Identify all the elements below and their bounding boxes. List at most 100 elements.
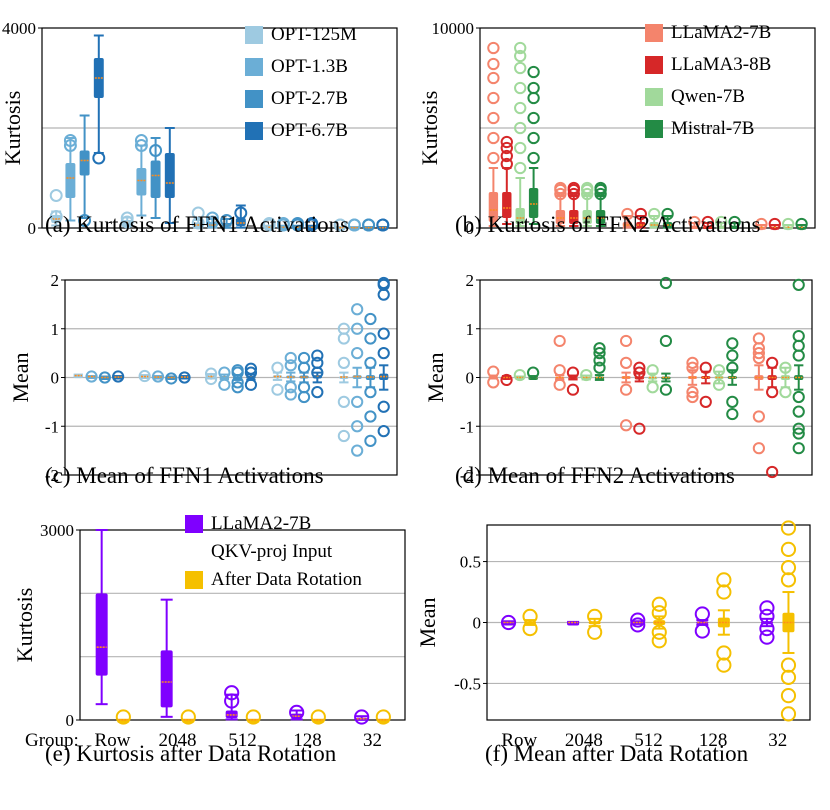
- outlier-point: [651, 624, 667, 640]
- outlier-point: [500, 614, 517, 631]
- outlier-point: [633, 366, 646, 379]
- outlier-point: [364, 356, 377, 369]
- outlier-point: [49, 189, 63, 202]
- outlier-point: [284, 359, 297, 372]
- box-llama3-8b-128: [699, 361, 712, 408]
- box-body: [150, 160, 161, 198]
- outlier-point: [362, 218, 376, 232]
- outlier-point: [780, 572, 797, 588]
- outlier-point: [138, 369, 151, 383]
- outlier-point: [271, 383, 284, 396]
- outlier-point: [311, 356, 324, 369]
- chart-panel-a: 0 4000 Kurtosis OPT-125M OPT-1.3B OPT-2.7B OPT…: [0, 10, 415, 270]
- outlier-point: [752, 410, 765, 423]
- outlier-point: [752, 347, 765, 360]
- box-opt-6.7b-Row: [92, 34, 106, 165]
- outlier-point: [527, 111, 540, 125]
- outlier-point: [716, 584, 732, 600]
- box-opt-6.7b-32: [376, 218, 390, 232]
- outlier-point: [766, 356, 779, 369]
- box-after-data-rotation-32: [780, 520, 797, 722]
- outlier-point: [768, 217, 781, 231]
- x-tick-label: 128: [293, 730, 322, 751]
- legend-label: Mistral-7B: [671, 118, 754, 139]
- box-body: [515, 208, 525, 224]
- legend-label: LLaMA2-7B: [211, 515, 311, 534]
- box-after-data-rotation-2048: [587, 608, 603, 640]
- box-body: [569, 210, 579, 224]
- box-llama3-8b-2048: [566, 366, 580, 396]
- outlier-point: [487, 111, 500, 125]
- legend-swatch: [645, 120, 663, 138]
- outlier-point: [779, 361, 792, 374]
- outlier-point: [224, 685, 240, 701]
- outlier-point: [514, 141, 527, 155]
- outlier-point: [646, 381, 659, 394]
- outlier-point: [792, 339, 805, 352]
- outlier-point: [337, 322, 350, 335]
- outlier-point: [284, 381, 297, 394]
- chart-panel-d: -2 -1 0 1 2 Mean (d) Mean of FFN2 Activations: [415, 270, 830, 515]
- outlier-point: [500, 373, 513, 387]
- outlier-point: [284, 388, 297, 401]
- outlier-point: [701, 215, 714, 229]
- outlier-point: [337, 395, 350, 408]
- y-axis-label: Mean: [423, 352, 448, 402]
- outlier-point: [514, 161, 527, 175]
- outlier-point: [619, 356, 633, 369]
- box-opt-125m-512: [204, 367, 218, 386]
- outlier-point: [297, 351, 311, 365]
- x-tick-label: 512: [634, 730, 663, 751]
- box-opt-1.3b-Row: [63, 134, 77, 222]
- y-tick-label: -2: [45, 466, 59, 485]
- legend-swatch: [185, 515, 203, 533]
- outlier-point: [514, 81, 527, 95]
- chart-svg: 0 3000 Kurtosis Group: Row 2048 512 128 32 LLaMA2…: [12, 513, 406, 766]
- chart-svg: -2 -1 0 1 2 Mean (d) Mean of FFN2 Activations: [423, 271, 813, 488]
- outlier-point: [686, 390, 699, 404]
- box-body: [555, 210, 566, 224]
- box-after-data-rotation-32: [375, 709, 391, 725]
- outlier-point: [220, 214, 234, 227]
- outlier-point: [779, 386, 792, 399]
- outlier-point: [566, 383, 580, 396]
- box-llama3-8b-128: [701, 215, 714, 229]
- outlier-point: [527, 366, 540, 379]
- box-opt-1.3b-128: [284, 351, 297, 401]
- box-opt-2.7b-2048: [165, 372, 178, 385]
- box-llama2-7b-qkv-proj-input-Row: [500, 614, 517, 631]
- legend-label: LLaMA2-7B: [671, 22, 771, 43]
- outlier-point: [567, 181, 580, 195]
- chart-svg: -0.5 0 0.5 Mean Row 2048 512 128 32 (f) Mean afte…: [415, 520, 811, 766]
- outlier-point: [659, 334, 673, 348]
- outlier-point: [699, 395, 712, 408]
- outlier-point: [726, 361, 739, 374]
- x-tick-label: Row: [501, 730, 537, 751]
- box-opt-1.3b-32: [347, 218, 361, 232]
- outlier-point: [594, 181, 607, 195]
- legend-label: OPT-6.7B: [271, 120, 348, 141]
- legend-label: QKV-proj Input: [211, 541, 333, 562]
- chart-caption: (e) Kurtosis after Data Rotation: [45, 741, 337, 766]
- outlier-point: [487, 71, 500, 85]
- box-llama2-7b-qkv-proj-input-32: [759, 600, 775, 645]
- outlier-point: [759, 629, 775, 645]
- outlier-point: [621, 207, 634, 221]
- outlier-point: [487, 41, 500, 55]
- outlier-point: [364, 312, 377, 326]
- outlier-point: [716, 645, 732, 661]
- outlier-point: [633, 361, 646, 374]
- y-tick-label: 2: [51, 271, 60, 290]
- outlier-point: [651, 605, 667, 621]
- outlier-point: [527, 151, 540, 165]
- y-tick-label: 0: [28, 219, 37, 238]
- outlier-point: [120, 215, 134, 229]
- chart-panel-b: 0 10000 Kurtosis LLaMA2-7B LLaMA3-8B Qwen-7B M…: [415, 10, 830, 270]
- chart-caption: (f) Mean after Data Rotation: [485, 741, 749, 766]
- outlier-point: [297, 361, 311, 374]
- outlier-point: [364, 434, 377, 447]
- outlier-point: [205, 215, 219, 229]
- legend-label: OPT-2.7B: [271, 88, 348, 109]
- chart-svg: 0 10000 Kurtosis LLaMA2-7B LLaMA3-8B Qwen-7B M…: [417, 19, 816, 238]
- outlier-point: [500, 157, 513, 171]
